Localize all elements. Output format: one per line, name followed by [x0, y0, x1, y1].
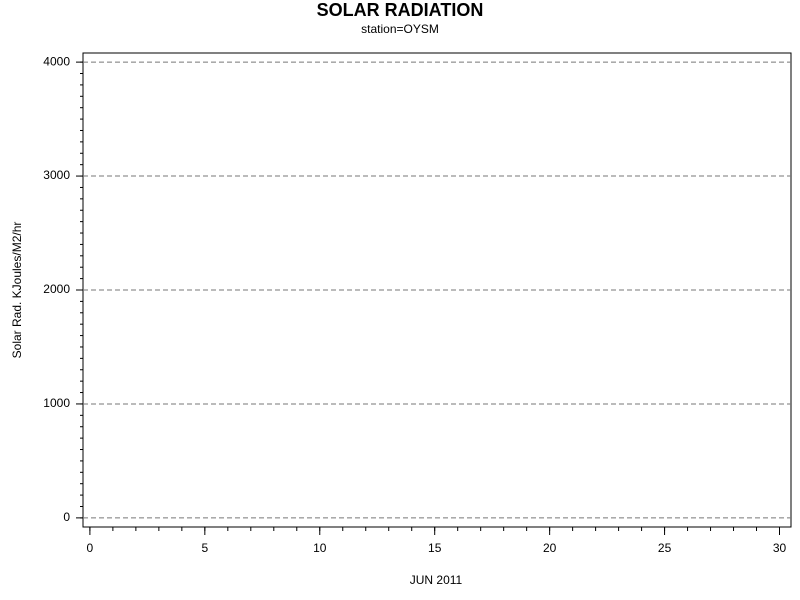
x-tick-label: 10	[313, 541, 327, 555]
x-tick-label: 5	[201, 541, 208, 555]
y-axis-label: Solar Rad. KJoules/M2/hr	[10, 222, 24, 359]
x-tick-label: 25	[658, 541, 672, 555]
x-tick-label: 0	[87, 541, 94, 555]
y-tick-label: 2000	[43, 282, 70, 296]
chart-title: SOLAR RADIATION	[317, 0, 484, 20]
chart-subtitle: station=OYSM	[361, 22, 439, 36]
x-tick-label: 30	[773, 541, 787, 555]
y-tick-label: 1000	[43, 396, 70, 410]
x-tick-label: 20	[543, 541, 557, 555]
x-tick-label: 15	[428, 541, 442, 555]
y-tick-label: 3000	[43, 168, 70, 182]
y-tick-label: 0	[63, 510, 70, 524]
y-tick-label: 4000	[43, 54, 70, 68]
x-axis-label: JUN 2011	[410, 573, 463, 587]
